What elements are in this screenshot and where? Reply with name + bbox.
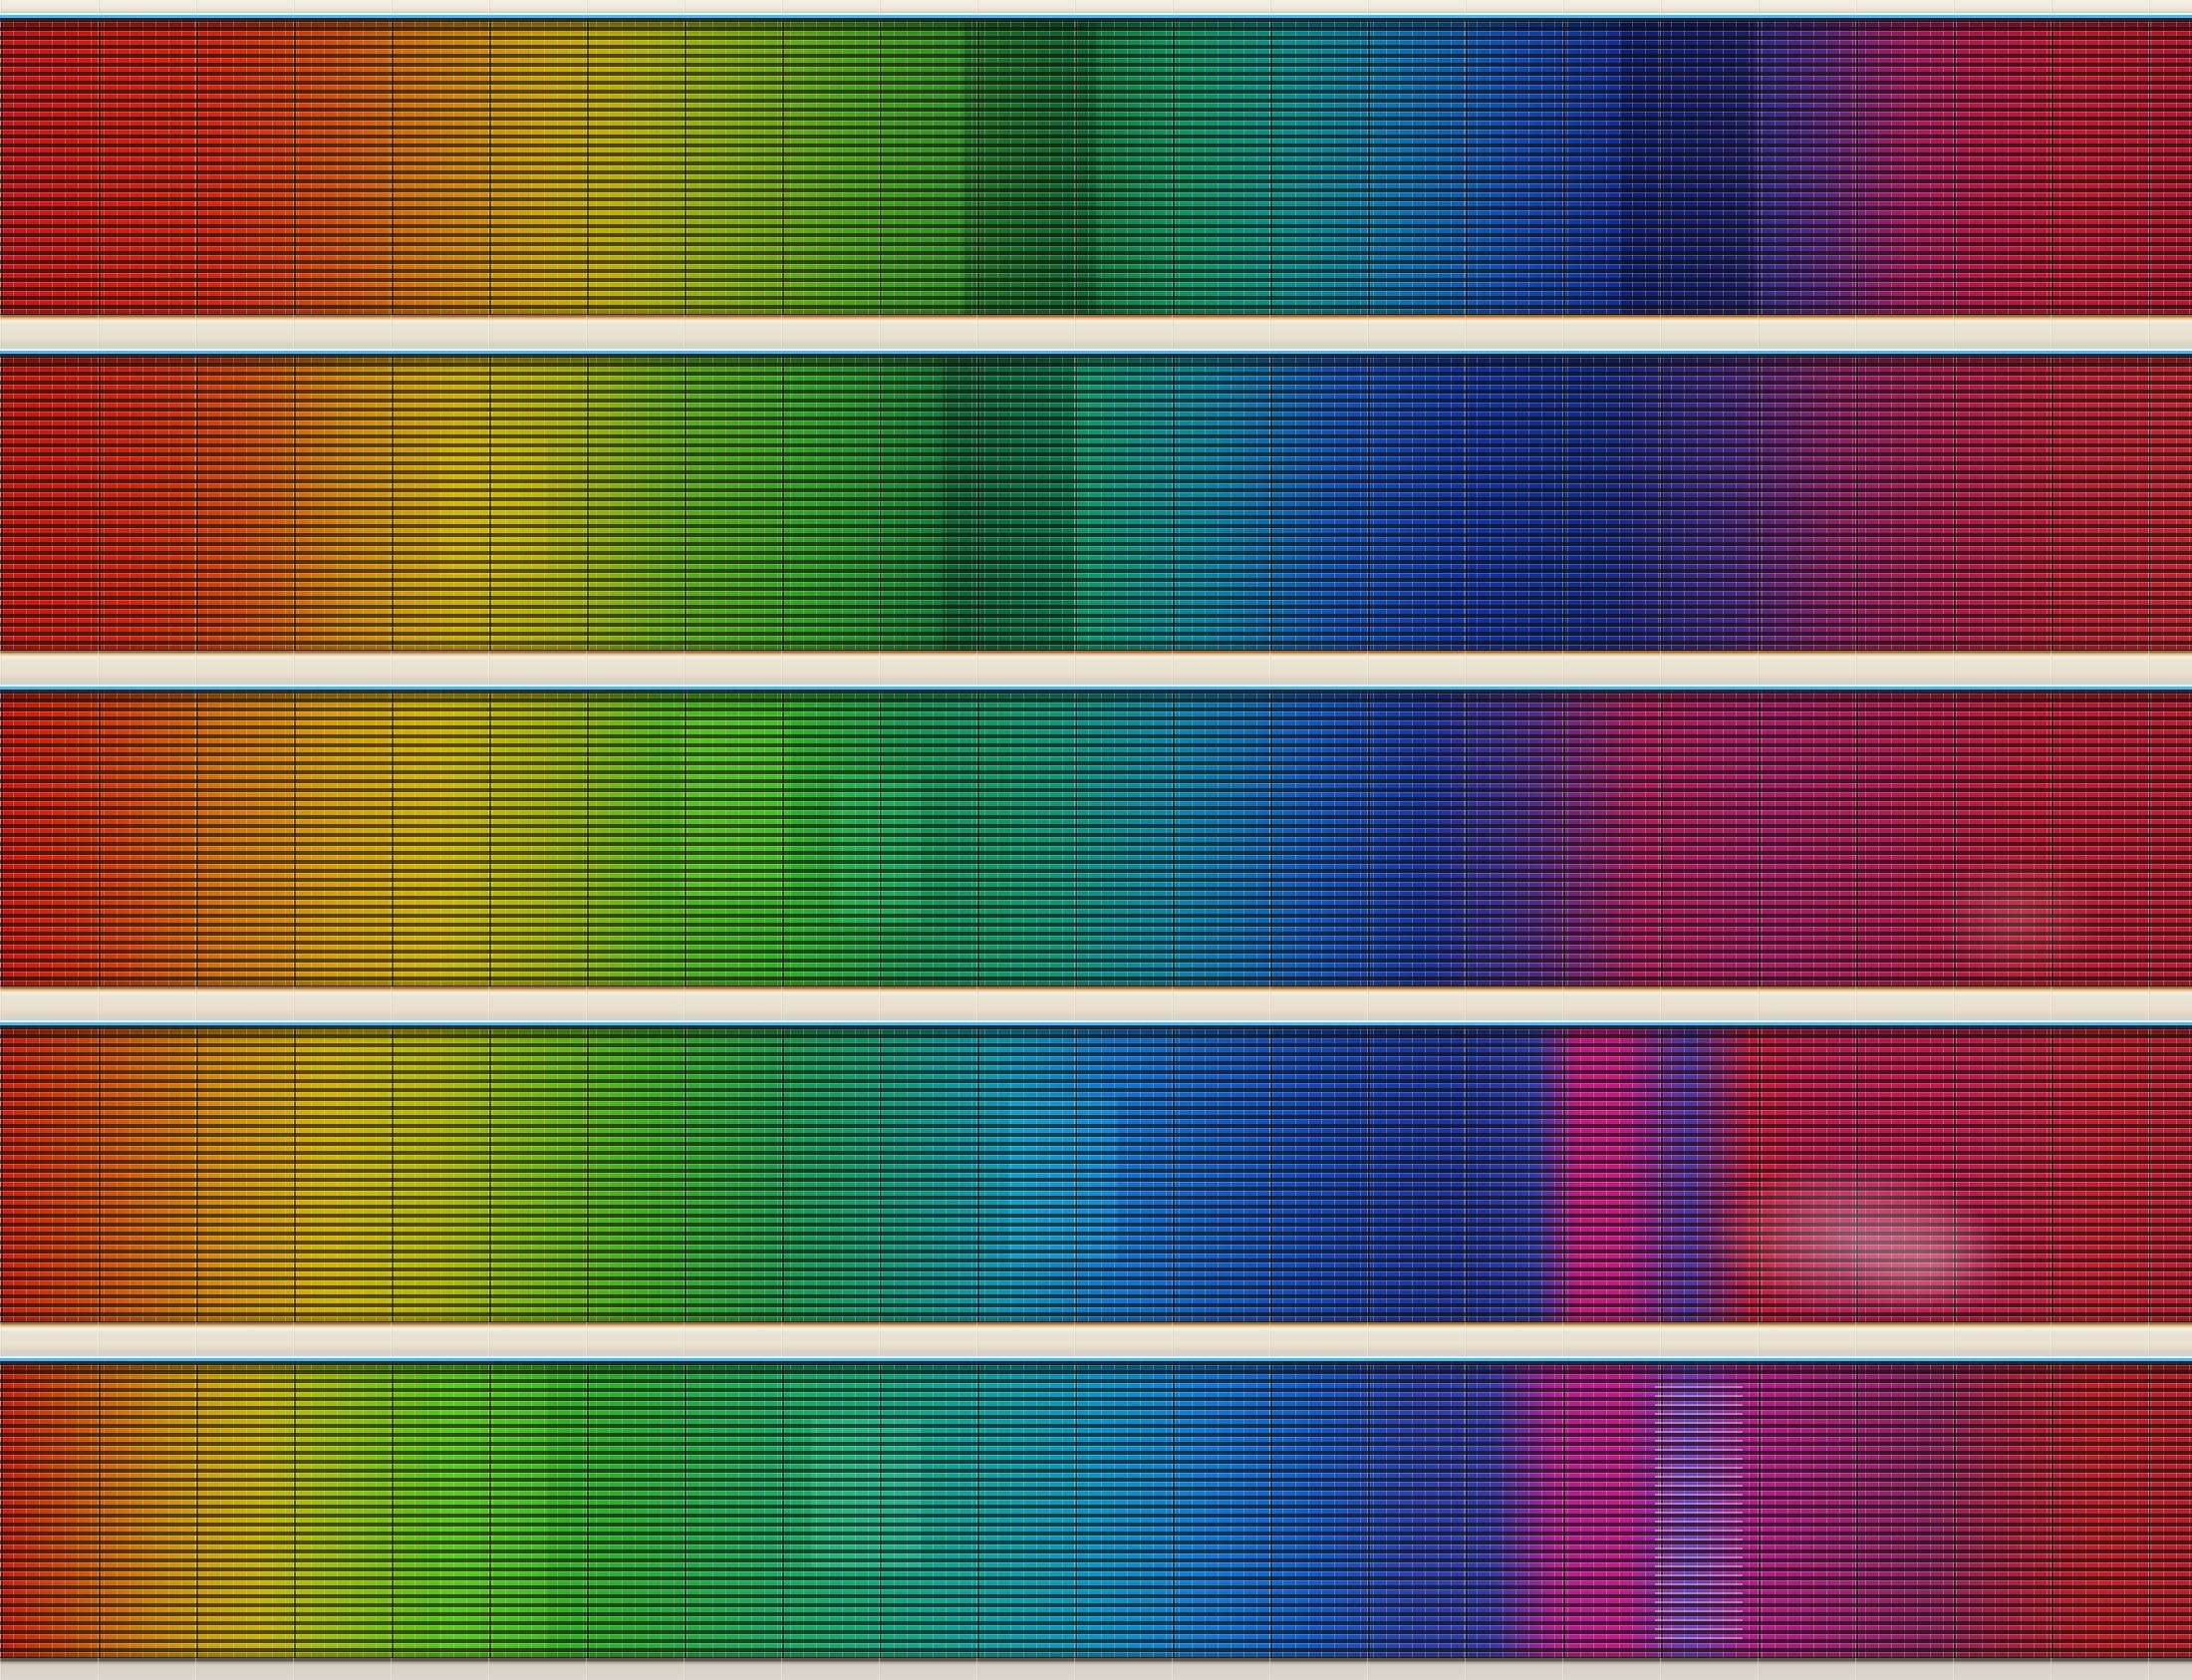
concrete-separator-4 — [0, 1322, 2192, 1356]
band-head-rail — [0, 685, 2192, 693]
louver-texture — [0, 1020, 2192, 1322]
band-head-rail — [0, 349, 2192, 357]
facade-band-4 — [0, 1020, 2192, 1322]
concrete-seams — [0, 1322, 2192, 1356]
band-head-rail — [0, 1020, 2192, 1028]
louver-texture — [0, 685, 2192, 986]
louver-texture — [0, 13, 2192, 315]
facade-band-2 — [0, 349, 2192, 651]
concrete-separator-3 — [0, 986, 2192, 1020]
concrete-seams — [0, 1658, 2192, 1680]
shine-highlight — [1929, 850, 2104, 986]
concrete-strip-top — [0, 0, 2192, 13]
facade-band-3 — [0, 685, 2192, 986]
louver-texture — [0, 1356, 2192, 1658]
concrete-seams — [0, 0, 2192, 13]
concrete-separator-1 — [0, 315, 2192, 349]
louver-texture — [0, 349, 2192, 651]
facade-band-5 — [0, 1356, 2192, 1658]
concrete-seams — [0, 315, 2192, 349]
band-head-rail — [0, 1356, 2192, 1364]
concrete-strip-bottom — [0, 1658, 2192, 1680]
facade-band-1 — [0, 13, 2192, 315]
concrete-seams — [0, 651, 2192, 685]
shine-highlight — [1655, 1386, 1743, 1643]
concrete-seams — [0, 986, 2192, 1020]
concrete-separator-2 — [0, 651, 2192, 685]
shine-highlight — [1841, 1201, 2017, 1322]
band-head-rail — [0, 13, 2192, 21]
shine-highlight — [1710, 1156, 1995, 1322]
